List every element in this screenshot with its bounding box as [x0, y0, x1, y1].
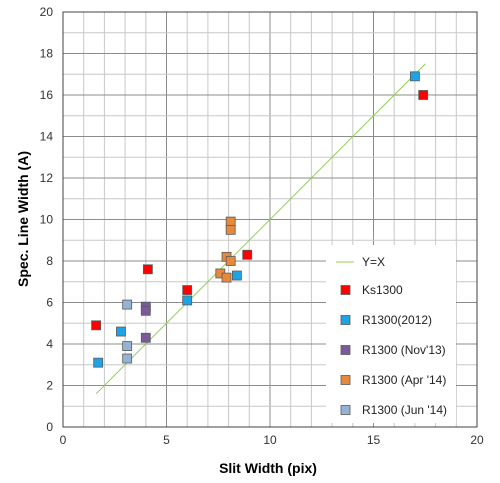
legend-swatch — [340, 285, 351, 295]
legend-swatch — [340, 315, 351, 325]
legend-swatch — [340, 345, 351, 355]
legend-label: R1300(2012) — [362, 313, 432, 327]
data-point — [116, 326, 126, 337]
data-points — [91, 71, 429, 368]
data-point — [225, 216, 236, 227]
data-point — [409, 71, 420, 82]
legend-swatch — [340, 405, 351, 415]
y-tick-label: 0 — [46, 420, 53, 434]
legend-label: R1300 (Jun '14) — [362, 403, 447, 417]
legend-label: Ks1300 — [362, 283, 403, 297]
y-tick-label: 10 — [40, 213, 54, 227]
data-point — [182, 285, 193, 295]
y-axis-title: Spec. Line Width (A) — [15, 151, 31, 287]
x-tick-label: 0 — [60, 433, 67, 447]
x-tick-label: 5 — [163, 433, 170, 447]
legend-label-y-equals-x: Y=X — [362, 255, 385, 269]
data-point — [242, 249, 253, 260]
data-point — [122, 299, 133, 310]
data-point — [122, 341, 133, 351]
data-point — [140, 332, 151, 343]
y-tick-label: 2 — [46, 379, 53, 393]
data-point — [142, 264, 153, 275]
legend: Y=X Ks1300 R1300(2012) R1300 (Nov'13) R1300… — [326, 245, 456, 423]
y-tick-label: 14 — [40, 130, 54, 144]
x-tick-label: 15 — [367, 433, 381, 447]
data-point — [91, 320, 102, 331]
y-tick-label: 8 — [46, 254, 53, 268]
y-tick-label: 6 — [46, 296, 53, 310]
plot-area — [62, 11, 478, 428]
tick-labels: 0 5 10 15 20 0 2 4 6 8 10 12 14 16 18 20 — [40, 5, 484, 447]
series-line-y-equals-x — [95, 63, 426, 395]
data-point — [225, 224, 236, 235]
y-tick-label: 18 — [40, 47, 54, 61]
data-point — [122, 353, 133, 364]
data-point — [182, 295, 193, 306]
data-point — [93, 357, 104, 368]
legend-label: R1300 (Nov'13) — [362, 343, 446, 357]
data-point — [231, 270, 242, 281]
x-tick-label: 20 — [470, 433, 484, 447]
data-point — [221, 272, 232, 283]
legend-box — [326, 245, 456, 423]
data-point — [140, 305, 151, 316]
y-tick-label: 4 — [46, 337, 53, 351]
x-axis-title: Slit Width (pix) — [219, 460, 317, 476]
y-tick-label: 16 — [40, 88, 54, 102]
legend-label: R1300 (Apr '14) — [362, 373, 446, 387]
legend-swatch — [340, 375, 351, 385]
y-tick-label: 20 — [40, 5, 54, 19]
y-tick-label: 12 — [40, 171, 54, 185]
data-point — [225, 256, 236, 266]
data-point — [418, 90, 429, 100]
x-tick-label: 10 — [263, 433, 277, 447]
